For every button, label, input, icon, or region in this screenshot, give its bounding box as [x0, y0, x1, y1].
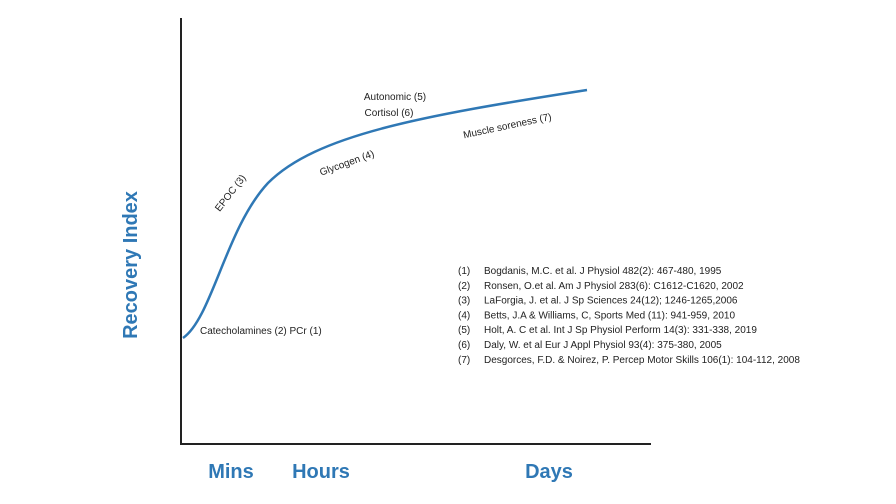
- x-label: Days: [525, 461, 573, 483]
- reference-text: LaForgia, J. et al. J Sp Sciences 24(12)…: [484, 296, 738, 307]
- reference-number: (2): [458, 281, 470, 292]
- reference-number: (7): [458, 355, 470, 366]
- annotation: Cortisol (6): [365, 108, 414, 119]
- reference-text: Betts, J.A & Williams, C, Sports Med (11…: [484, 310, 735, 321]
- reference-text: Holt, A. C et al. Int J Sp Physiol Perfo…: [484, 325, 757, 336]
- reference-number: (5): [458, 325, 470, 336]
- reference-number: (1): [458, 266, 470, 277]
- reference-number: (4): [458, 310, 470, 321]
- x-label: Mins: [208, 461, 254, 483]
- reference-list: (1) Bogdanis, M.C. et al. J Physiol 482(2…: [458, 266, 800, 366]
- recovery-curve: [182, 88, 588, 340]
- reference-text: Bogdanis, M.C. et al. J Physiol 482(2): …: [484, 266, 722, 277]
- reference-text: Ronsen, O.et al. Am J Physiol 283(6): C1…: [484, 281, 744, 292]
- annotation: Muscle soreness (7): [462, 112, 552, 141]
- x-label: Hours: [292, 461, 350, 483]
- y-axis-label: Recovery Index: [120, 191, 142, 339]
- reference-number: (3): [458, 296, 470, 307]
- annotation: Autonomic (5): [364, 92, 426, 103]
- annotation: Glycogen (4): [318, 149, 376, 179]
- annotation: Catecholamines (2) PCr (1): [200, 326, 322, 337]
- reference-text: Daly, W. et al Eur J Appl Physiol 93(4):…: [484, 340, 722, 351]
- reference-number: (6): [458, 340, 470, 351]
- annotation: EPOC (3): [213, 173, 248, 214]
- reference-text: Desgorces, F.D. & Noirez, P. Percep Moto…: [484, 355, 800, 366]
